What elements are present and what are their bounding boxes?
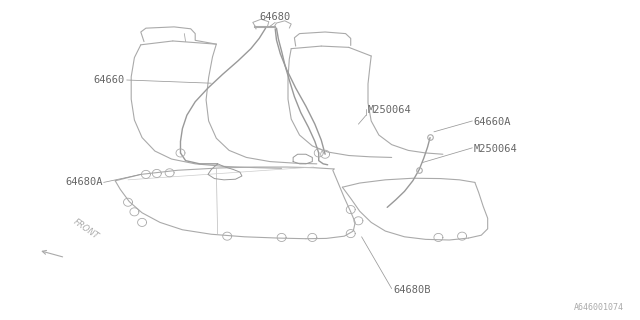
Text: FRONT: FRONT — [72, 217, 100, 241]
Text: 64680B: 64680B — [394, 284, 431, 295]
Text: M250064: M250064 — [474, 144, 517, 154]
Text: 64680A: 64680A — [65, 177, 102, 188]
Text: A646001074: A646001074 — [574, 303, 624, 312]
Text: 64680: 64680 — [260, 12, 291, 22]
Text: M250064: M250064 — [368, 105, 412, 116]
Text: 64660: 64660 — [93, 75, 125, 85]
Text: 64660A: 64660A — [474, 116, 511, 127]
